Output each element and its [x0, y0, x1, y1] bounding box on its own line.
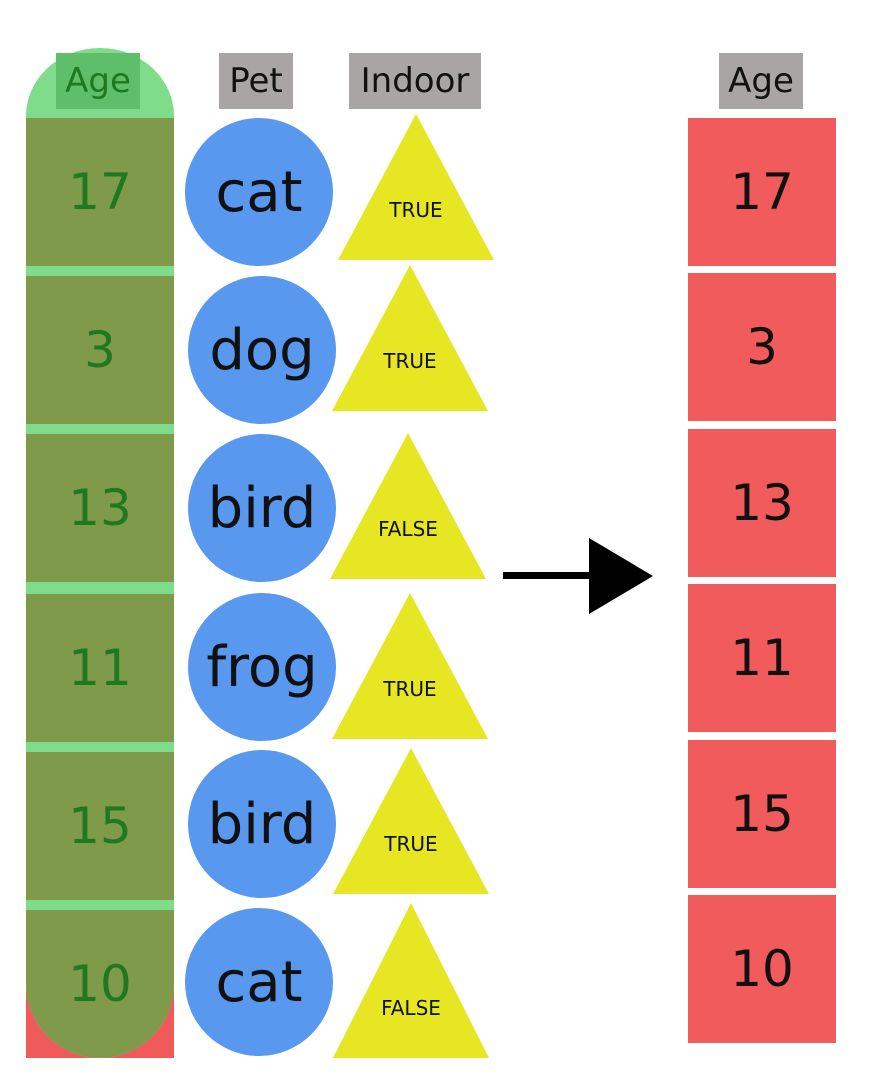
output-age-value: 11 — [730, 629, 794, 687]
pet-circle: cat — [185, 118, 333, 266]
output-age-value: 3 — [746, 318, 778, 376]
indoor-label: TRUE — [384, 832, 438, 856]
age-cell: 13 — [26, 434, 174, 582]
output-age-value: 15 — [730, 785, 794, 843]
pet-label: bird — [207, 791, 317, 857]
age-value: 10 — [68, 955, 132, 1013]
pet-circle: dog — [188, 276, 336, 424]
output-age-cell: 17 — [688, 118, 836, 266]
indoor-label: TRUE — [389, 198, 443, 222]
age-cell: 3 — [26, 276, 174, 424]
arrow-right-icon — [503, 538, 653, 614]
output-age-cell: 11 — [688, 584, 836, 732]
pet-label: dog — [209, 317, 315, 383]
age-cell: 10 — [26, 910, 174, 1058]
indoor-label: FALSE — [381, 996, 441, 1020]
indoor-triangle: FALSE — [333, 903, 489, 1058]
age-value: 13 — [68, 479, 132, 537]
output-age-cell: 13 — [688, 429, 836, 577]
output-age-value: 10 — [730, 940, 794, 998]
indoor-label: TRUE — [383, 349, 437, 373]
age-header: Age — [56, 53, 140, 109]
age-cell: 15 — [26, 752, 174, 900]
pet-label: bird — [207, 475, 317, 541]
age-value: 11 — [68, 639, 132, 697]
pet-circle: cat — [185, 908, 333, 1056]
output-age-value: 13 — [730, 474, 794, 532]
indoor-triangle: TRUE — [338, 114, 494, 260]
pet-label: cat — [215, 949, 303, 1015]
output-age-value: 17 — [730, 163, 794, 221]
indoor-header: Indoor — [349, 53, 481, 109]
indoor-label: TRUE — [383, 677, 437, 701]
indoor-triangle: TRUE — [333, 748, 489, 894]
output-age-header: Age — [719, 53, 803, 109]
pet-circle: frog — [188, 593, 336, 741]
indoor-triangle: TRUE — [332, 265, 488, 411]
indoor-triangle: FALSE — [330, 433, 486, 579]
pet-header: Pet — [219, 53, 293, 109]
indoor-triangle: TRUE — [332, 593, 488, 739]
age-value: 3 — [84, 321, 116, 379]
pet-circle: bird — [188, 750, 336, 898]
age-value: 15 — [68, 797, 132, 855]
age-cell: 11 — [26, 594, 174, 742]
age-value: 17 — [68, 163, 132, 221]
pet-circle: bird — [188, 434, 336, 582]
output-age-cell: 3 — [688, 273, 836, 421]
age-cell: 17 — [26, 118, 174, 266]
output-age-cell: 10 — [688, 895, 836, 1043]
output-age-cell: 15 — [688, 740, 836, 888]
age-column-highlight: 17 3 13 11 15 10 — [26, 48, 174, 1058]
pet-label: cat — [215, 159, 303, 225]
pet-label: frog — [206, 634, 318, 700]
indoor-label: FALSE — [378, 517, 438, 541]
